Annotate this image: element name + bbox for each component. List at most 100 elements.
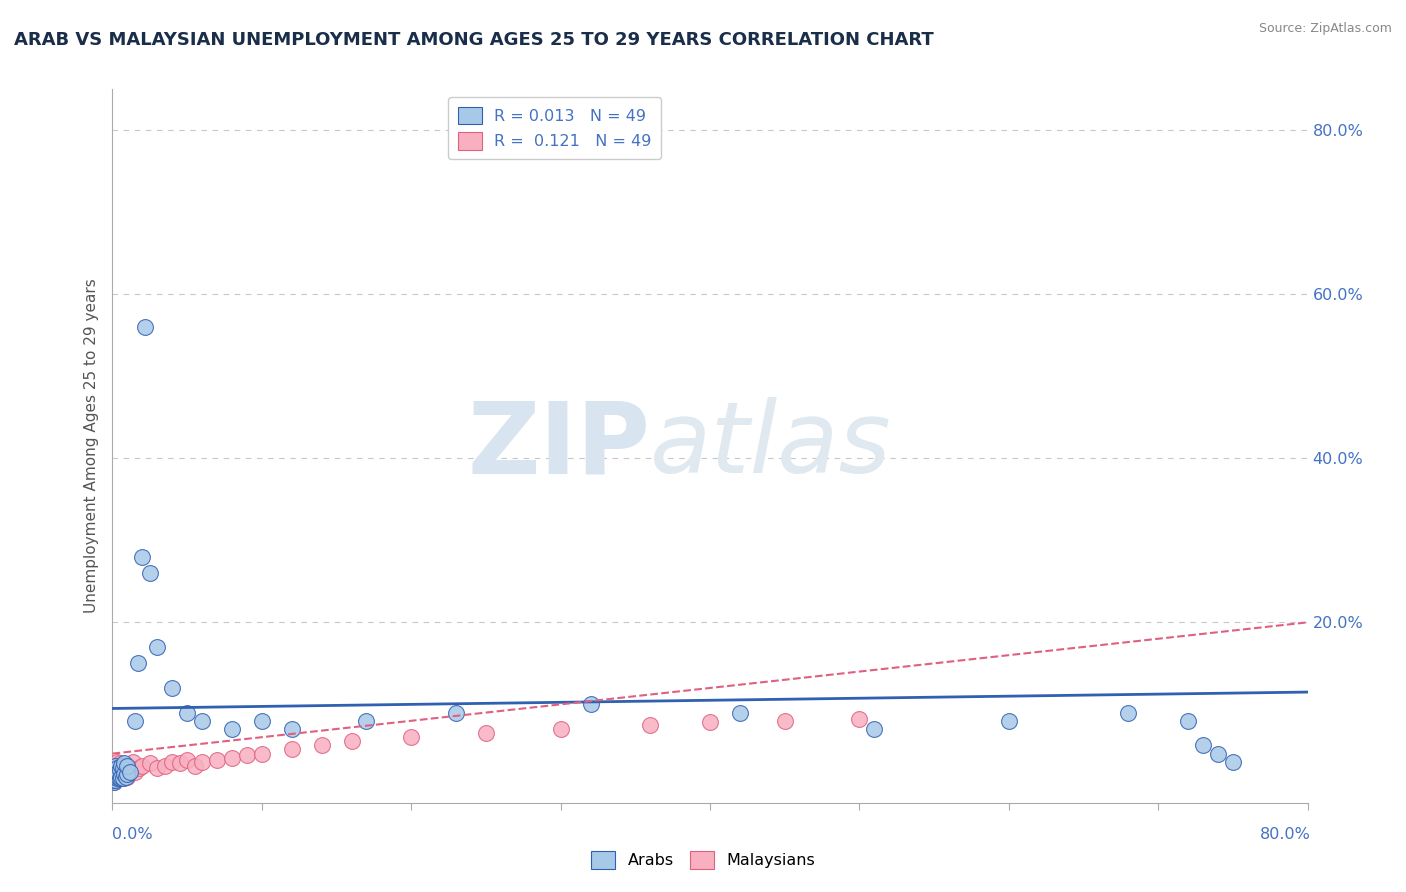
Point [105, 755, 128, 769]
Point [183, 759, 205, 773]
Point [103, 763, 125, 777]
Point [281, 742, 304, 756]
Text: 80.0%: 80.0% [1260, 827, 1310, 841]
Point [108, 767, 131, 781]
Point [998, 714, 1021, 728]
Point [250, 714, 273, 728]
Point [124, 714, 146, 728]
Point [103, 763, 125, 777]
Point [108, 763, 131, 777]
Point [128, 761, 150, 775]
Point [104, 772, 127, 787]
Point [117, 759, 139, 773]
Text: Source: ZipAtlas.com: Source: ZipAtlas.com [1258, 22, 1392, 36]
Point [139, 756, 162, 771]
Point [105, 767, 128, 781]
Point [356, 714, 378, 728]
Point [340, 734, 363, 748]
Point [1177, 714, 1199, 728]
Point [104, 772, 127, 787]
Point [1206, 747, 1229, 761]
Text: atlas: atlas [650, 398, 891, 494]
Point [153, 759, 176, 773]
Point [103, 772, 125, 787]
Point [115, 764, 138, 779]
Point [191, 755, 214, 769]
Point [103, 767, 125, 781]
Point [221, 750, 243, 764]
Legend: Arabs, Malaysians: Arabs, Malaysians [585, 845, 821, 875]
Text: 0.0%: 0.0% [112, 827, 153, 841]
Point [117, 759, 139, 773]
Point [103, 770, 125, 784]
Point [550, 722, 572, 736]
Point [103, 775, 125, 789]
Point [120, 763, 142, 777]
Point [311, 739, 333, 753]
Point [114, 761, 135, 775]
Point [146, 761, 169, 775]
Point [105, 761, 128, 775]
Text: ZIP: ZIP [467, 398, 650, 494]
Point [105, 771, 128, 785]
Point [105, 771, 128, 785]
Point [111, 771, 134, 785]
Point [104, 770, 127, 784]
Point [134, 320, 156, 334]
Point [127, 657, 149, 671]
Point [475, 726, 498, 740]
Point [122, 755, 145, 769]
Point [111, 767, 134, 781]
Point [1222, 755, 1244, 769]
Point [401, 730, 423, 744]
Point [107, 770, 129, 784]
Point [108, 756, 131, 771]
Point [110, 770, 132, 784]
Point [114, 771, 135, 785]
Point [107, 764, 129, 779]
Point [162, 681, 183, 695]
Point [191, 714, 214, 728]
Point [131, 759, 153, 773]
Point [117, 770, 139, 784]
Point [110, 770, 132, 784]
Point [863, 722, 886, 736]
Legend: R = 0.013   N = 49, R =  0.121   N = 49: R = 0.013 N = 49, R = 0.121 N = 49 [449, 97, 661, 159]
Text: ARAB VS MALAYSIAN UNEMPLOYMENT AMONG AGES 25 TO 29 YEARS CORRELATION CHART: ARAB VS MALAYSIAN UNEMPLOYMENT AMONG AGE… [14, 31, 934, 49]
Point [103, 770, 125, 784]
Point [1118, 706, 1140, 720]
Point [120, 764, 142, 779]
Point [110, 763, 132, 777]
Point [107, 770, 129, 784]
Point [110, 759, 132, 773]
Point [115, 770, 138, 784]
Point [579, 698, 602, 712]
Point [107, 761, 129, 775]
Point [162, 755, 183, 769]
Point [111, 759, 134, 773]
Point [773, 714, 796, 728]
Point [250, 747, 273, 761]
Point [104, 764, 127, 779]
Point [146, 640, 169, 654]
Point [103, 775, 125, 789]
Point [111, 761, 134, 775]
Point [699, 715, 721, 730]
Point [444, 706, 467, 720]
Point [131, 549, 153, 564]
Point [728, 706, 751, 720]
Point [848, 712, 870, 726]
Point [104, 759, 127, 773]
Point [114, 767, 135, 781]
Y-axis label: Unemployment Among Ages 25 to 29 years: Unemployment Among Ages 25 to 29 years [83, 278, 98, 614]
Point [124, 764, 146, 779]
Point [236, 748, 259, 763]
Point [638, 718, 662, 732]
Point [176, 753, 198, 767]
Point [1192, 739, 1215, 753]
Point [104, 767, 127, 781]
Point [104, 759, 127, 773]
Point [221, 722, 243, 736]
Point [176, 706, 198, 720]
Point [205, 753, 228, 767]
